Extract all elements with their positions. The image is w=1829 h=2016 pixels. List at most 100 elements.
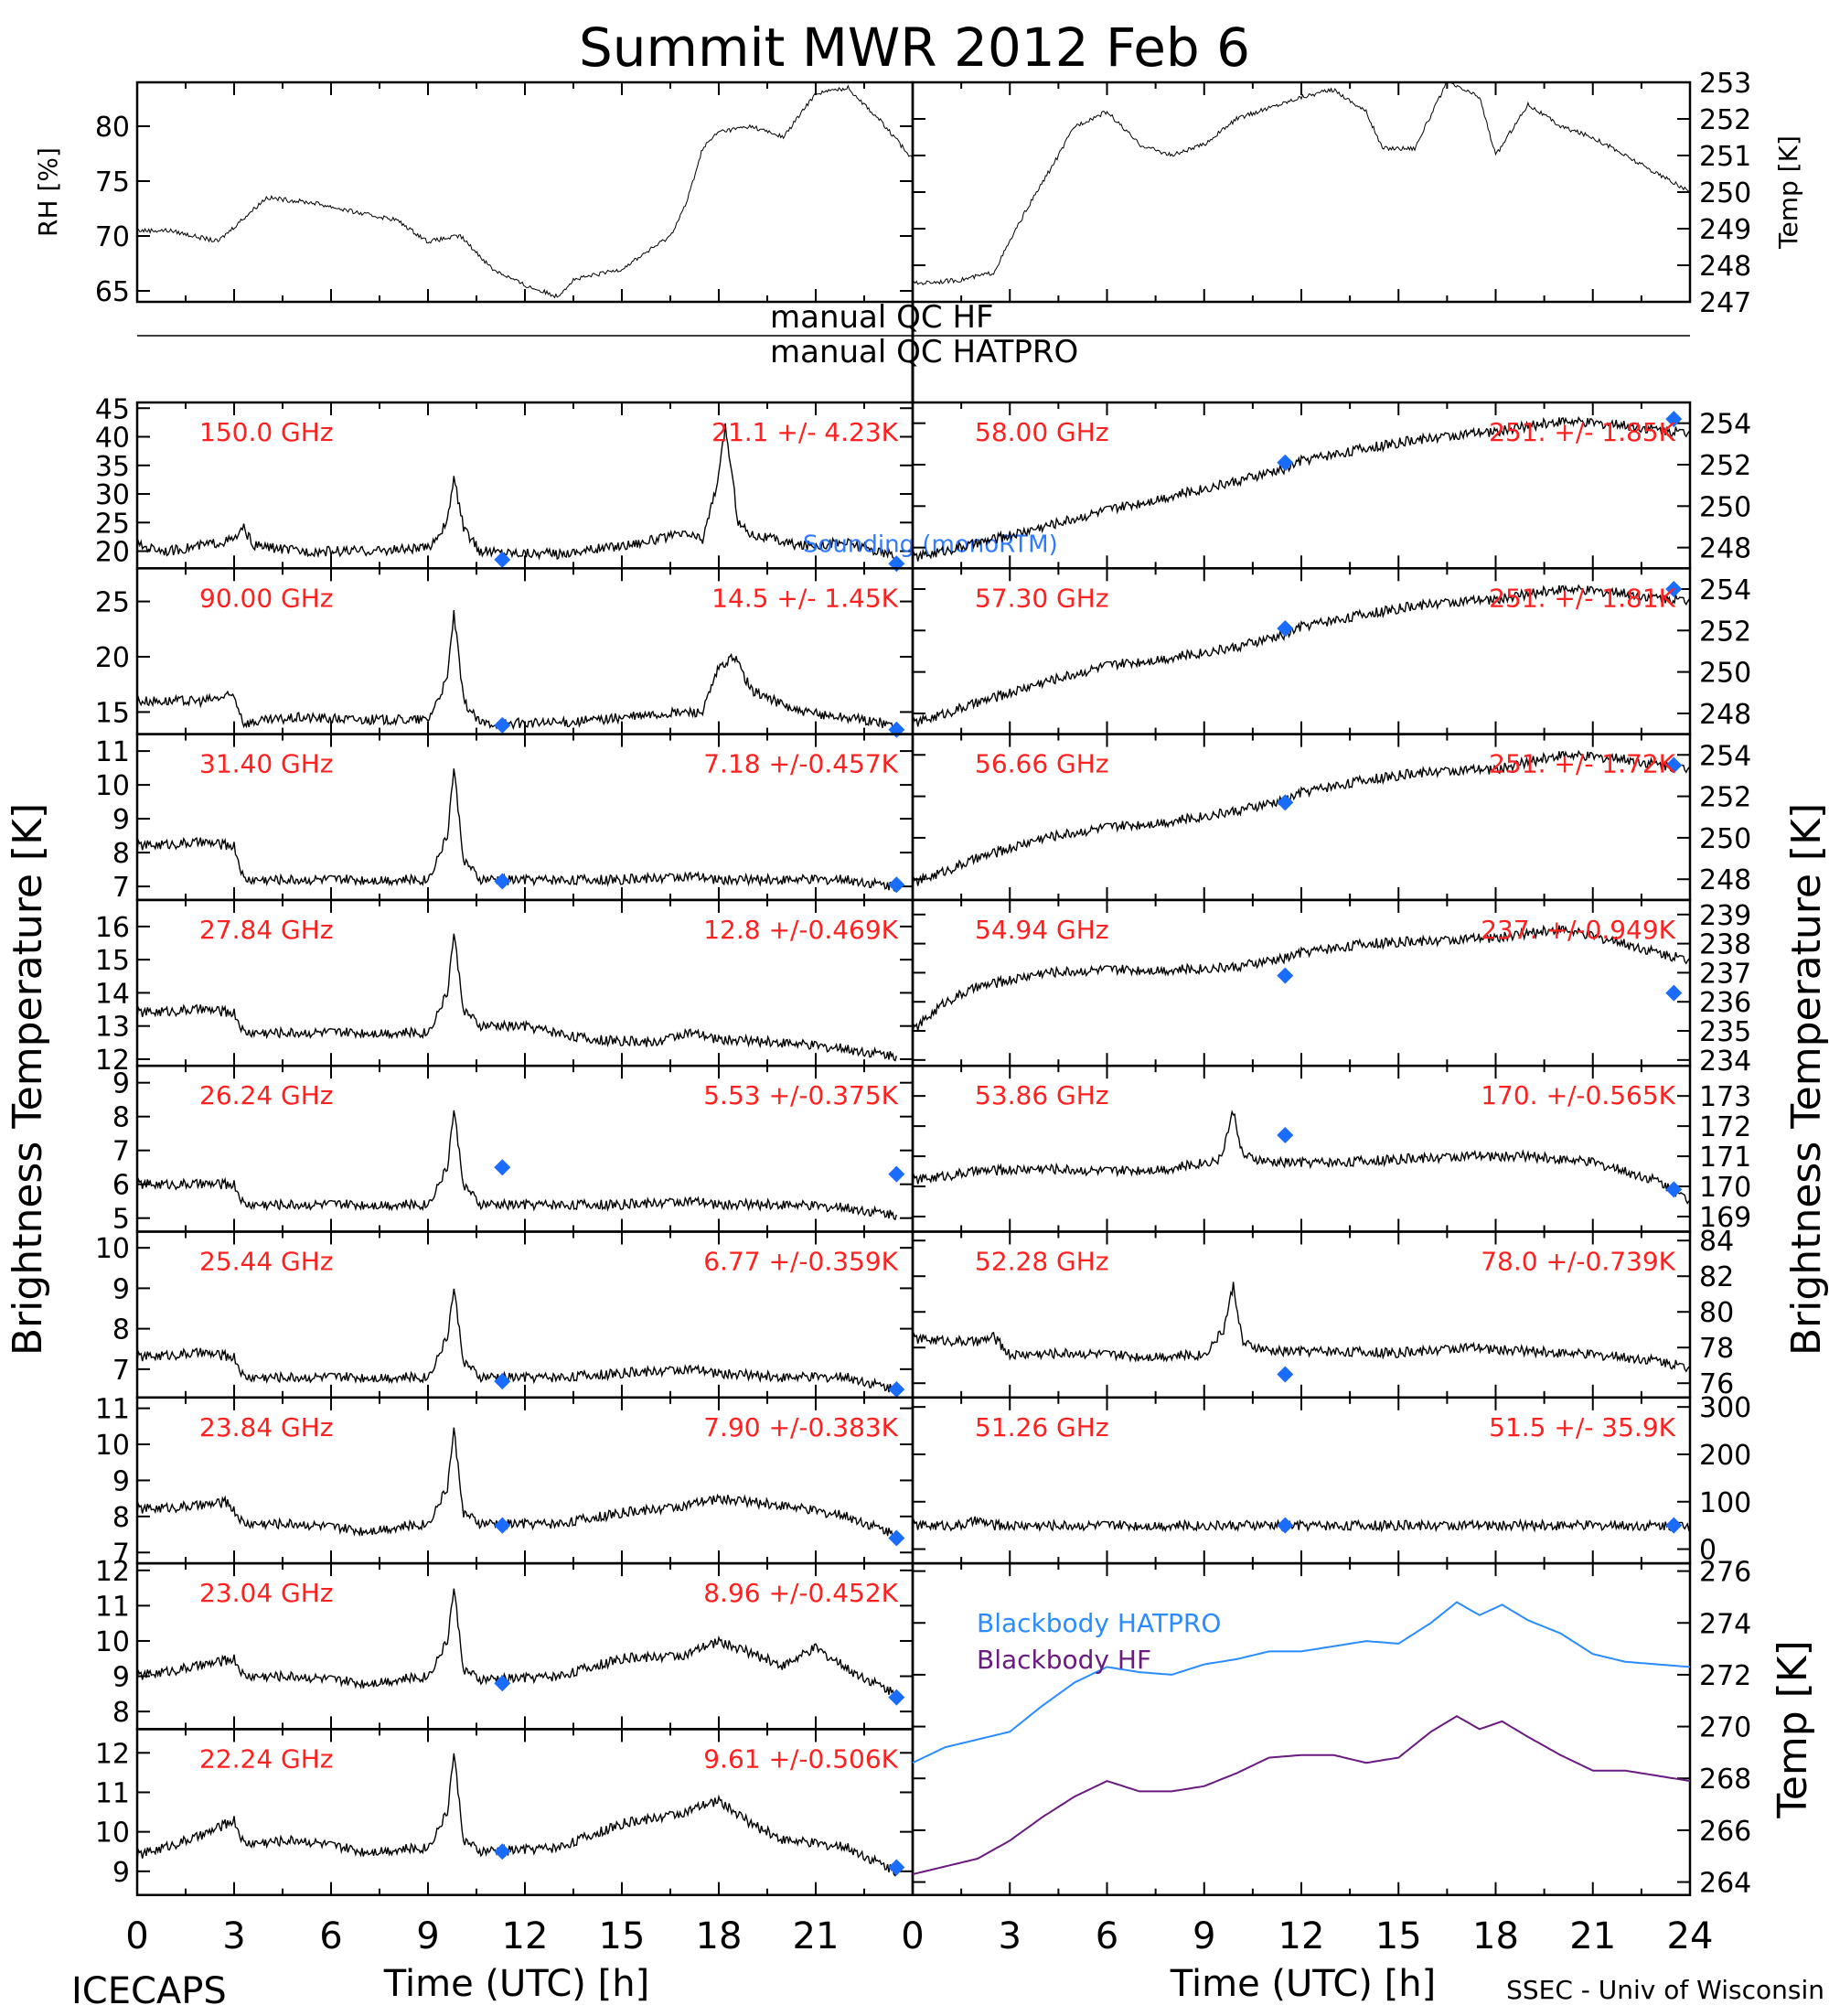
y-tick-label-f5386: 170 xyxy=(1699,1172,1751,1204)
panel-frame-rh xyxy=(135,80,914,304)
x-tick-label-right: 18 xyxy=(1472,1915,1519,1957)
trace-f5126 xyxy=(912,1516,1691,1533)
stat-label-f5126: 51.5 +/- 35.9K xyxy=(1489,1412,1675,1442)
y-tick-label-f2544: 10 xyxy=(95,1233,130,1265)
y-tick-label-f5730: 252 xyxy=(1699,616,1751,648)
y-tick-label-f5800: 248 xyxy=(1699,533,1751,565)
y-tick-label-blackbody: 264 xyxy=(1699,1868,1751,1900)
y-tick-label-f5386: 169 xyxy=(1699,1202,1751,1234)
sounding-marker xyxy=(1665,984,1683,1002)
stat-label-f5494: 237. +/-0.949K xyxy=(1481,915,1675,945)
y-tick-label-f2544: 7 xyxy=(112,1355,130,1387)
y-tick-label-f5800: 252 xyxy=(1699,450,1751,482)
sounding-legend: Sounding (monoRTM) xyxy=(803,531,1058,558)
y-tick-label-f150: 20 xyxy=(95,537,130,569)
y-tick-label-temp: 249 xyxy=(1699,214,1751,246)
y-tick-label-f2304: 8 xyxy=(112,1697,130,1729)
y-tick-label-f5494: 235 xyxy=(1699,1016,1751,1048)
x-tick-label-right: 21 xyxy=(1569,1915,1616,1957)
y-tick-label-f5494: 239 xyxy=(1699,900,1751,932)
y-tick-label-f2304: 9 xyxy=(112,1662,130,1694)
y-tick-label-rh: 70 xyxy=(95,221,130,253)
y-tick-label-f5494: 237 xyxy=(1699,958,1751,990)
sounding-marker xyxy=(888,1529,905,1547)
y-tick-label-temp: 251 xyxy=(1699,141,1751,173)
y-tick-label-temp: 248 xyxy=(1699,251,1751,283)
trace-temp xyxy=(912,81,1691,285)
y-tick-label-f2784: 12 xyxy=(95,1045,130,1077)
blackbody-axis-label: Temp [K] xyxy=(1770,1640,1816,1818)
y-tick-label-f5386: 173 xyxy=(1699,1081,1751,1113)
footer-left: ICECAPS xyxy=(71,1970,227,2012)
x-tick-label-left: 6 xyxy=(319,1915,342,1957)
y-tick-label-blackbody: 266 xyxy=(1699,1816,1751,1848)
y-tick-label-f2304: 12 xyxy=(95,1556,130,1588)
legend-blackbody-hatpro: Blackbody HATPRO xyxy=(977,1608,1221,1638)
y-tick-label-f5228: 78 xyxy=(1699,1333,1734,1365)
x-tick-label-left: 12 xyxy=(502,1915,549,1957)
trace-f5666 xyxy=(912,749,1691,888)
y-tick-label-f2784: 13 xyxy=(95,1012,130,1044)
y-tick-label-f150: 30 xyxy=(95,479,130,511)
trace-f3140 xyxy=(136,768,897,893)
y-tick-label-f5228: 84 xyxy=(1699,1226,1734,1258)
y-tick-label-f2624: 8 xyxy=(112,1102,130,1134)
series-line-hf xyxy=(912,1715,1691,1875)
trace-f5228 xyxy=(912,1281,1691,1373)
y-tick-label-f3140: 8 xyxy=(112,838,130,870)
stat-label-f2784: 12.8 +/-0.469K xyxy=(703,915,898,945)
freq-label-f5800: 58.00 GHz xyxy=(975,417,1109,447)
y-tick-label-temp: 252 xyxy=(1699,104,1751,136)
y-tick-label-f2384: 10 xyxy=(95,1430,130,1462)
sounding-marker xyxy=(888,876,905,894)
stat-label-f150: 21.1 +/- 4.23K xyxy=(711,417,898,447)
y-tick-label-f90: 20 xyxy=(95,642,130,674)
x-tick-label-right: 12 xyxy=(1278,1915,1325,1957)
footer-right: SSEC - Univ of Wisconsin xyxy=(1506,1975,1824,2005)
y-tick-label-f90: 15 xyxy=(95,697,130,729)
y-tick-label-blackbody: 270 xyxy=(1699,1712,1751,1744)
y-tick-label-blackbody: 272 xyxy=(1699,1660,1751,1692)
x-tick-label-right: 6 xyxy=(1096,1915,1118,1957)
y-tick-label-f5494: 238 xyxy=(1699,929,1751,961)
stat-label-f3140: 7.18 +/-0.457K xyxy=(703,749,898,779)
qc-hf-label: manual QC HF xyxy=(770,299,994,336)
y-tick-label-f5800: 254 xyxy=(1699,409,1751,441)
x-axis-label-left: Time (UTC) [h] xyxy=(383,1963,649,2005)
x-tick-label-left: 9 xyxy=(416,1915,439,1957)
x-tick-label-left: 0 xyxy=(125,1915,148,1957)
y-tick-label-f2624: 9 xyxy=(112,1068,130,1100)
y-tick-label-f2384: 9 xyxy=(112,1465,130,1497)
freq-label-f2224: 22.24 GHz xyxy=(199,1743,334,1774)
trace-f2624 xyxy=(136,1110,897,1221)
y-tick-label-f2224: 12 xyxy=(95,1738,130,1770)
freq-label-f2544: 25.44 GHz xyxy=(199,1247,334,1277)
y-tick-label-rh: 80 xyxy=(95,112,130,144)
y-tick-label-f5228: 82 xyxy=(1699,1261,1734,1293)
freq-label-f2384: 23.84 GHz xyxy=(199,1412,334,1442)
freq-label-f5126: 51.26 GHz xyxy=(975,1412,1109,1442)
freq-label-f5228: 52.28 GHz xyxy=(975,1247,1109,1277)
y-tick-label-blackbody: 274 xyxy=(1699,1608,1751,1640)
freq-label-f2784: 27.84 GHz xyxy=(199,915,334,945)
sounding-marker xyxy=(494,1675,511,1692)
y-tick-label-rh: 65 xyxy=(95,276,130,308)
qc-hatpro-label: manual QC HATPRO xyxy=(770,334,1078,370)
sounding-marker xyxy=(888,1859,905,1876)
y-tick-label-f2384: 11 xyxy=(95,1394,130,1426)
legend-blackbody-hf: Blackbody HF xyxy=(977,1645,1151,1675)
stat-label-f5666: 251. +/- 1.72K xyxy=(1489,749,1675,779)
x-tick-label-right: 15 xyxy=(1375,1915,1422,1957)
trace-f2224 xyxy=(136,1753,897,1877)
sounding-marker xyxy=(1665,580,1683,597)
y-tick-label-temp: 247 xyxy=(1699,287,1751,319)
series-line-hatpro xyxy=(912,1601,1691,1764)
y-tick-label-f150: 45 xyxy=(95,393,130,425)
stat-label-f2384: 7.90 +/-0.383K xyxy=(703,1412,898,1442)
stat-label-f2624: 5.53 +/-0.375K xyxy=(703,1080,898,1110)
sounding-marker xyxy=(1277,454,1294,471)
trace-f5730 xyxy=(912,584,1691,729)
